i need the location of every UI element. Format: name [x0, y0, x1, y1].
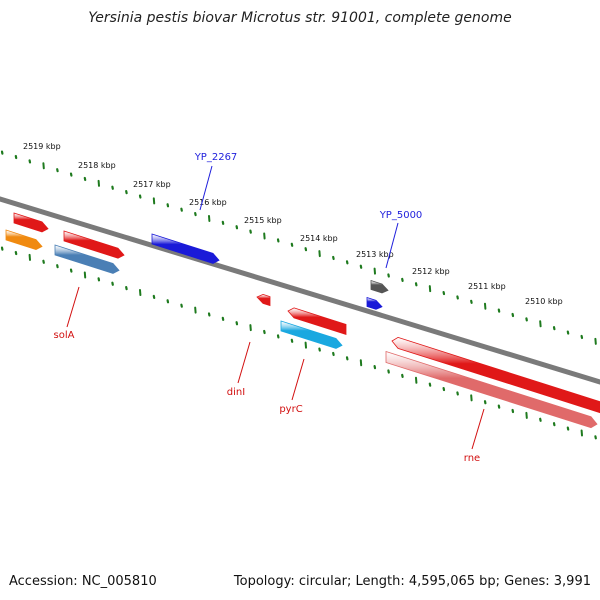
- scale-tick-label: 2519 kbp: [23, 142, 61, 151]
- scale-tick-label: 2510 kbp: [525, 297, 563, 306]
- feature-label-sola: solA: [54, 330, 75, 341]
- map-title: Yersinia pestis biovar Microtus str. 910…: [88, 10, 512, 26]
- genome-backbone: [0, 196, 600, 385]
- gene-block-rne: [391, 336, 600, 414]
- feature-label-dini: dinI: [227, 387, 245, 398]
- scale-tick-label: 2516 kbp: [189, 198, 227, 207]
- leader-line-yp-5000: [385, 222, 399, 269]
- scale-tick-label: 2511 kbp: [468, 282, 506, 291]
- gene-block-yp-5000: [366, 296, 383, 310]
- gene-block-dini: [256, 293, 271, 307]
- gene-block: [63, 230, 125, 259]
- gene-block: [385, 350, 598, 429]
- gene-block: [13, 212, 49, 233]
- scale-tick-label: 2513 kbp: [356, 250, 394, 259]
- leader-line-dini: [237, 341, 251, 384]
- feature-label-pyrc: pyrC: [279, 404, 302, 415]
- leader-line-rne: [471, 408, 485, 450]
- feature-label-yp-2267: YP_2267: [194, 152, 238, 163]
- scale-tick-label: 2512 kbp: [412, 267, 450, 276]
- leader-line-pyrc: [291, 358, 305, 401]
- topology-stats: Topology: circular; Length: 4,595,065 bp…: [233, 574, 591, 589]
- gene-block: [5, 229, 43, 250]
- feature-label-rne: rne: [464, 453, 480, 464]
- scale-tick-label: 2518 kbp: [78, 161, 116, 170]
- gene-block-yp-2267: [151, 233, 220, 264]
- outer-scale-ring: [0, 150, 597, 345]
- scale-tick-label: 2517 kbp: [133, 180, 171, 189]
- scale-tick-label: 2514 kbp: [300, 234, 338, 243]
- inner-scale-ring: [0, 246, 597, 440]
- gene-block: [287, 307, 347, 335]
- gene-block: [54, 244, 120, 274]
- feature-label-yp-5000: YP_5000: [379, 210, 423, 221]
- gene-block: [370, 279, 389, 294]
- leader-line-sola: [66, 286, 80, 328]
- gene-block-pyrc: [280, 320, 343, 349]
- accession-label: Accession: NC_005810: [9, 574, 157, 589]
- leader-line-yp-2267: [199, 165, 213, 211]
- scale-tick-label: 2515 kbp: [244, 216, 282, 225]
